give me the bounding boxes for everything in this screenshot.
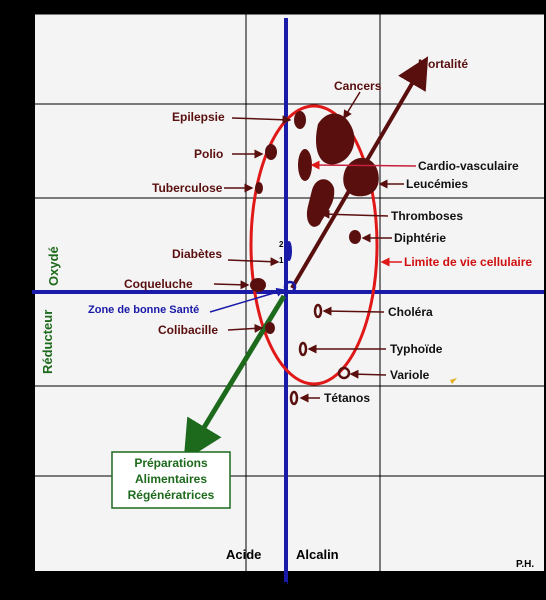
oxyde-label: Oxydé (46, 246, 61, 286)
cardio-blob (298, 149, 312, 181)
cardio-leader (310, 160, 417, 170)
diabetes-label: Diabètes (172, 247, 222, 261)
y-tick-7: 7 (16, 469, 23, 483)
acide-label: Acide (226, 547, 261, 562)
y-tick-21: 21 (12, 289, 26, 303)
leader-lines (213, 91, 404, 403)
health-zone-marker (283, 280, 297, 294)
x-tick-14: 14 (526, 579, 540, 593)
leucemies-label: Leucémies (406, 177, 468, 191)
diabetes-marker (286, 241, 292, 261)
y-axis-title: rH² (10, 0, 27, 14)
x-tick-9-5: 9,5 (368, 579, 385, 593)
epilepsie-blob (294, 111, 306, 129)
polio-label: Polio (194, 147, 223, 161)
y-tick-0: 0 (16, 565, 23, 579)
cancers-blob (316, 113, 355, 165)
thromboses-blob (306, 179, 335, 227)
leucemies-blob (343, 157, 379, 197)
alcalin-label: Alcalin (296, 547, 339, 562)
diabetes-marker-2: 2 (279, 240, 284, 249)
variole-label: Variole (390, 368, 430, 382)
preparations-line-1: Préparations (134, 456, 208, 470)
variole-marker (337, 366, 351, 380)
preparations-line-2: Alimentaires (135, 472, 207, 486)
mortalite-label: Mortalité (418, 57, 468, 71)
reducteur-label: Réducteur (40, 310, 55, 374)
polio-blob (265, 144, 277, 160)
yellow-mark (450, 378, 457, 384)
tetanos-label: Tétanos (324, 391, 370, 405)
cholera-marker (313, 303, 323, 319)
diphterie-blob (349, 230, 361, 244)
cell-life-limit-ellipse (249, 104, 379, 386)
typhoide-marker (298, 341, 308, 357)
limite-label: Limite de vie cellulaire (404, 255, 532, 269)
tuberculose-blob (255, 182, 263, 194)
zone-sante-label: Zone de bonne Santé (88, 304, 199, 316)
epilepsie-label: Epilepsie (172, 110, 225, 124)
regeneration-arrow (183, 294, 287, 462)
thromboses-label: Thromboses (391, 209, 463, 223)
y-tick-15: 15 (12, 379, 26, 393)
colibacille-blob (265, 322, 275, 334)
coqueluche-label: Coqueluche (124, 277, 193, 291)
tuberculose-label: Tuberculose (152, 181, 223, 195)
grid-horizontal (34, 13, 544, 477)
coqueluche-blob (250, 278, 266, 292)
preparations-line-3: Régénératrices (128, 488, 215, 502)
diphterie-label: Diphtérie (394, 231, 446, 245)
x-tick-6: 6 (241, 579, 248, 593)
disease-blobs (250, 111, 379, 334)
x-tick-0: 0 (34, 579, 41, 593)
x-axis-title: P.H. (516, 559, 534, 570)
typhoide-label: Typhoïde (390, 342, 443, 356)
cholera-label: Choléra (388, 305, 433, 319)
tetanos-marker (289, 390, 299, 406)
x-tick-7: 7 (279, 580, 288, 597)
cancers-label: Cancers (334, 79, 382, 93)
hollow-markers (289, 303, 351, 406)
colibacille-label: Colibacille (158, 323, 218, 337)
diabetes-marker-1: 1 (279, 256, 284, 265)
cardio-label: Cardio-vasculaire (418, 159, 519, 173)
health-zone-leader (209, 287, 286, 313)
y-tick-42: 42 (12, 11, 26, 25)
y-tick-28: 28 (12, 191, 26, 205)
y-tick-35: 35 (12, 97, 26, 111)
preparations-box (111, 451, 231, 509)
